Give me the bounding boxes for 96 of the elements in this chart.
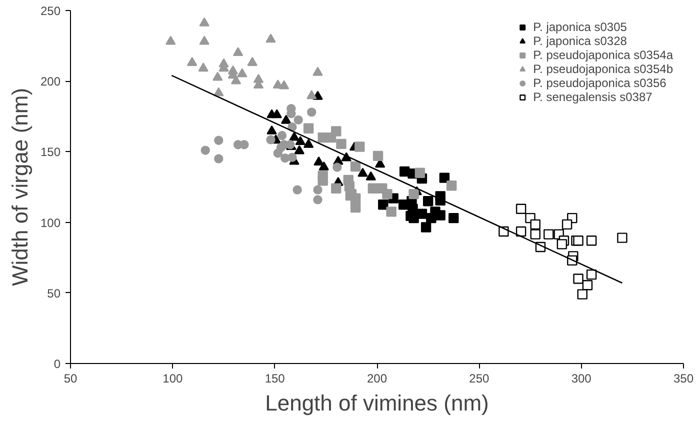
point: [577, 289, 588, 300]
point: [212, 72, 223, 81]
point: [408, 212, 419, 224]
point: [382, 188, 392, 200]
x-tick-label: 50: [64, 372, 78, 386]
point: [289, 132, 300, 141]
legend-label: P. pseudojaponica s0354a: [533, 48, 673, 62]
point: [230, 75, 242, 84]
point: [350, 202, 361, 213]
x-tick-label: 250: [469, 372, 490, 386]
legend-label: P. japonica s0305: [533, 20, 627, 34]
point: [214, 87, 224, 96]
point: [200, 146, 210, 155]
point: [214, 136, 224, 145]
point: [420, 222, 432, 232]
point: [573, 274, 584, 284]
point: [186, 56, 198, 66]
y-tick-label: 250: [40, 4, 61, 18]
y-tick-label: 100: [40, 216, 61, 230]
point: [199, 17, 210, 26]
y-tick-label: 150: [40, 145, 61, 160]
y-tick-label: 50: [47, 286, 61, 300]
point: [516, 226, 526, 237]
point: [439, 172, 450, 183]
point: [266, 34, 276, 43]
x-tick-label: 300: [571, 372, 592, 386]
point: [378, 200, 388, 210]
point: [288, 152, 297, 162]
point: [313, 195, 322, 204]
point: [422, 196, 434, 206]
x-tick-label: 150: [264, 372, 286, 386]
point: [586, 236, 597, 246]
y-axis-title: Width of virgae (nm): [7, 88, 32, 286]
point: [544, 229, 554, 240]
point: [272, 109, 282, 118]
point: [318, 161, 329, 170]
point: [530, 219, 540, 230]
point: [386, 206, 396, 217]
point: [266, 135, 276, 144]
point: [408, 188, 419, 200]
point: [237, 68, 248, 78]
y-tick-label: 200: [40, 74, 61, 89]
point: [303, 138, 314, 148]
point: [307, 108, 316, 117]
point: [562, 219, 572, 230]
point: [617, 232, 628, 243]
point: [586, 269, 597, 280]
point: [336, 138, 346, 150]
point: [303, 123, 314, 134]
point: [358, 168, 368, 177]
legend-label: P. japonica s0328: [533, 34, 627, 48]
point: [530, 229, 540, 240]
point: [198, 62, 208, 72]
point: [556, 239, 568, 250]
point: [266, 125, 277, 134]
point: [295, 136, 306, 146]
point: [292, 185, 302, 194]
point: [414, 168, 426, 178]
point: [294, 115, 303, 125]
point: [247, 56, 258, 66]
point: [516, 204, 526, 214]
point: [341, 152, 352, 162]
point: [318, 176, 328, 186]
point: [166, 36, 176, 45]
point: [199, 36, 210, 45]
point: [280, 114, 292, 124]
point: [276, 142, 286, 152]
point: [448, 212, 459, 224]
point: [313, 185, 322, 194]
point: [214, 154, 224, 164]
legend-label: P. pseudojaponica s0356: [533, 76, 666, 90]
point: [314, 156, 324, 166]
point: [582, 280, 593, 290]
point: [332, 162, 342, 172]
point: [446, 180, 457, 191]
point: [350, 161, 361, 172]
point: [435, 210, 446, 220]
point: [416, 208, 428, 219]
point: [354, 142, 365, 152]
x-axis-title: Length of vimines (nm): [265, 390, 489, 416]
x-tick-label: 100: [162, 372, 184, 386]
point: [318, 132, 328, 143]
point: [306, 90, 317, 100]
x-tick-label: 350: [673, 372, 694, 386]
point: [277, 130, 287, 140]
point: [331, 183, 342, 194]
point: [366, 171, 376, 180]
legend-label: P. senegalensis s0387: [533, 90, 652, 104]
legend-label: P. pseudojaponica s0354b: [533, 62, 673, 76]
x-tick-label: 200: [366, 372, 388, 386]
y-tick-label: 0: [54, 357, 61, 371]
point: [372, 150, 384, 162]
point: [312, 66, 323, 76]
point: [232, 47, 244, 56]
point: [278, 80, 290, 90]
point: [294, 145, 304, 154]
